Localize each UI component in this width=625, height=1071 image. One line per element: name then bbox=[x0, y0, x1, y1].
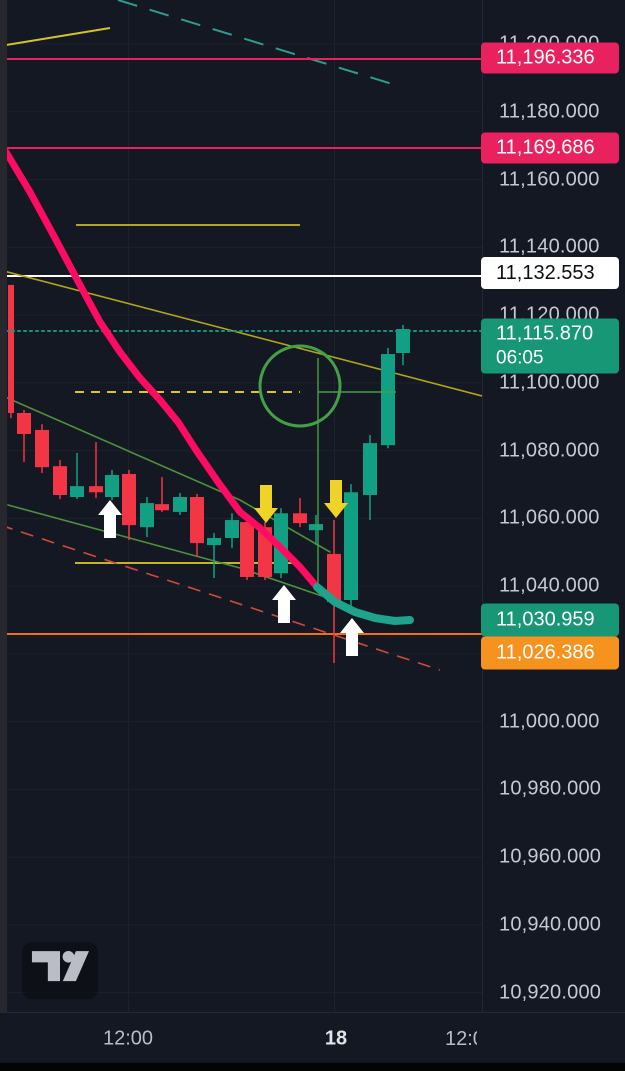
candle-body bbox=[173, 497, 187, 512]
tradingview-logo[interactable] bbox=[22, 942, 98, 999]
time-tick-label: 18 bbox=[324, 1027, 348, 1049]
price-tick-label: 11,000.000 bbox=[499, 710, 600, 733]
candle-body bbox=[17, 412, 31, 435]
candle-body bbox=[105, 474, 119, 498]
time-scale[interactable]: 12:00 18 12:00 bbox=[0, 1012, 625, 1064]
candle-body bbox=[225, 520, 239, 539]
candle-body bbox=[363, 443, 377, 495]
candle-body bbox=[240, 522, 254, 577]
price-tick-label: 11,140.000 bbox=[499, 235, 600, 258]
candle-body bbox=[140, 503, 154, 528]
price-label: 11,196.336 bbox=[481, 42, 619, 74]
price-tick-label: 11,160.000 bbox=[499, 168, 600, 191]
teal-dashed-trendline[interactable] bbox=[117, 0, 403, 88]
price-tick-label: 10,960.000 bbox=[499, 845, 602, 868]
left-edge-strip bbox=[0, 0, 7, 1063]
candle-body bbox=[381, 354, 395, 446]
candle-body bbox=[344, 492, 358, 601]
candle-body bbox=[53, 466, 67, 495]
yellow-segment-topleft[interactable] bbox=[0, 27, 111, 47]
logo-dot-glyph bbox=[62, 950, 75, 963]
price-label: 11,115.870 06:05 bbox=[481, 318, 619, 374]
candle-body bbox=[155, 504, 169, 511]
price-scale[interactable]: 11,200.00011,180.00011,160.00011,140.000… bbox=[481, 0, 625, 1012]
logo-t-glyph bbox=[31, 951, 60, 982]
signal-arrow-down[interactable] bbox=[254, 485, 278, 523]
price-tick-label: 11,060.000 bbox=[499, 506, 600, 529]
candle-body bbox=[327, 553, 341, 603]
candle-body bbox=[293, 513, 307, 524]
red-dashed-trendline[interactable] bbox=[0, 524, 441, 671]
candle-body bbox=[89, 486, 103, 493]
price-label: 11,169.686 bbox=[481, 132, 619, 164]
signal-arrow-up[interactable] bbox=[272, 585, 296, 623]
candle-body bbox=[309, 524, 323, 531]
logo-v-glyph bbox=[62, 951, 89, 982]
green-channel-upper[interactable] bbox=[4, 396, 331, 553]
candle-body bbox=[35, 429, 49, 468]
candle-body bbox=[396, 328, 410, 354]
price-tick-label: 10,920.000 bbox=[499, 981, 602, 1004]
time-tick-label: 12:00 bbox=[445, 1028, 477, 1050]
price-tick-label: 11,100.000 bbox=[499, 371, 600, 394]
chart-canvas[interactable] bbox=[0, 0, 482, 1012]
highlight-circle[interactable] bbox=[258, 344, 342, 428]
price-tick-label: 11,080.000 bbox=[499, 439, 600, 462]
candle-body bbox=[70, 486, 84, 498]
signal-arrow-up[interactable] bbox=[98, 500, 122, 538]
price-label: 11,030.959 bbox=[481, 603, 619, 637]
price-tick-label: 10,940.000 bbox=[499, 913, 602, 936]
price-label: 11,026.386 bbox=[481, 636, 619, 670]
price-tick-label: 11,180.000 bbox=[499, 100, 600, 123]
ma-flattening-teal[interactable] bbox=[313, 583, 414, 625]
price-tick-label: 11,040.000 bbox=[499, 574, 600, 597]
signal-arrow-up[interactable] bbox=[340, 618, 364, 656]
price-label: 11,132.553 bbox=[481, 257, 619, 289]
candle-body bbox=[190, 497, 204, 544]
time-tick-label: 12:00 bbox=[102, 1027, 154, 1049]
candle-body bbox=[122, 473, 136, 526]
price-tick-label: 10,980.000 bbox=[499, 777, 602, 800]
ma-downtrend-pink[interactable] bbox=[2, 148, 321, 591]
candle-body bbox=[207, 538, 221, 546]
candle-body bbox=[8, 284, 14, 413]
bottom-black-strip bbox=[0, 1063, 625, 1071]
signal-arrow-down[interactable] bbox=[324, 480, 348, 518]
